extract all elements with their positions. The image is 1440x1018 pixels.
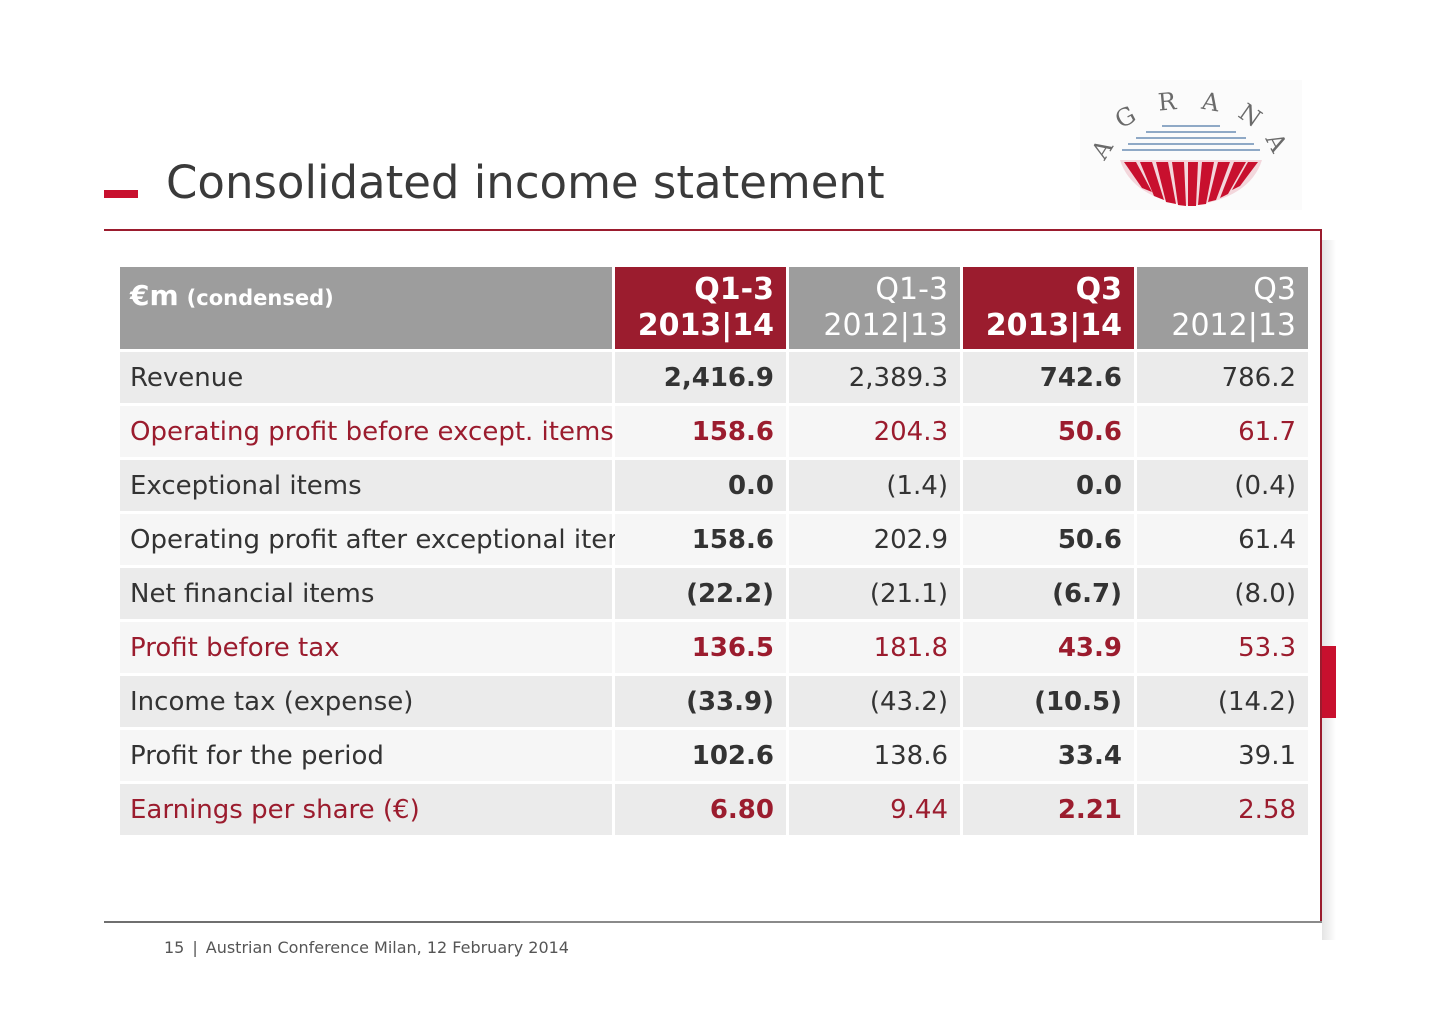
logo-letter-a1: A [1085,134,1119,165]
row-value: 138.6 [789,730,960,781]
header-col-q1-3-2013-14: Q1-3 2013|14 [615,267,786,349]
income-statement-table: €m (condensed) Q1-3 2013|14 Q1-3 2012|13… [120,267,1308,835]
title-accent-bar [104,190,138,198]
row-value: 61.7 [1137,406,1308,457]
row-value: 39.1 [1137,730,1308,781]
row-value: 33.4 [963,730,1134,781]
footer-separator: | [192,938,198,957]
footer-rule [104,921,520,923]
frame-top-border [104,229,1322,231]
footer-event: Austrian Conference Milan, 12 February 2… [205,938,569,957]
row-value: (33.9) [615,676,786,727]
header-label-main: €m [130,279,179,312]
logo-letter-a2: A [1199,87,1223,118]
row-value: (21.1) [789,568,960,619]
row-value: 9.44 [789,784,960,835]
row-value: (6.7) [963,568,1134,619]
row-value: 2.58 [1137,784,1308,835]
row-value: (43.2) [789,676,960,727]
row-value: 742.6 [963,352,1134,403]
frame-right-border [1320,229,1322,923]
header-year: 2012|13 [823,308,948,343]
logo-letter-a3: A [1259,127,1293,157]
row-value: 43.9 [963,622,1134,673]
header-period: Q1-3 [694,272,774,307]
row-label: Revenue [120,352,612,403]
row-label: Profit for the period [120,730,612,781]
row-value: 136.5 [615,622,786,673]
agrana-logo: A G R A N A [1080,80,1302,210]
header-period: Q3 [1253,272,1296,307]
header-year: 2013|14 [637,308,774,343]
frame-bottom-border [104,921,1322,923]
row-label: Operating profit after exceptional items [120,514,646,565]
row-value: (14.2) [1137,676,1308,727]
side-accent-bar [1322,646,1336,718]
page-number: 15 [164,938,185,957]
row-value: 50.6 [963,406,1134,457]
row-value: 0.0 [615,460,786,511]
logo-letter-g: G [1110,100,1140,134]
header-col-q1-3-2012-13: Q1-3 2012|13 [789,267,960,349]
frame-shadow [1322,240,1336,940]
logo-letter-r: R [1157,87,1178,117]
row-value: 204.3 [789,406,960,457]
row-value: 53.3 [1137,622,1308,673]
row-value: 6.80 [615,784,786,835]
header-year: 2012|13 [1171,308,1296,343]
row-value: (8.0) [1137,568,1308,619]
row-value: 2,416.9 [615,352,786,403]
row-value: 50.6 [963,514,1134,565]
row-value: (10.5) [963,676,1134,727]
row-value: 202.9 [789,514,960,565]
row-value: 786.2 [1137,352,1308,403]
row-value: (0.4) [1137,460,1308,511]
row-value: 181.8 [789,622,960,673]
row-label: Profit before tax [120,622,612,673]
header-label-sub: (condensed) [186,286,334,310]
row-value: (1.4) [789,460,960,511]
row-value: 158.6 [615,514,786,565]
row-value: 61.4 [1137,514,1308,565]
header-col-q3-2012-13: Q3 2012|13 [1137,267,1308,349]
header-period: Q1-3 [875,272,948,307]
row-value: 2.21 [963,784,1134,835]
row-label: Earnings per share (€) [120,784,612,835]
row-label: Operating profit before except. items [120,406,614,457]
page-title: Consolidated income statement [166,156,885,209]
logo-letter-n: N [1233,98,1266,133]
row-value: 158.6 [615,406,786,457]
header-year: 2013|14 [985,308,1122,343]
footer: 15 | Austrian Conference Milan, 12 Februar… [164,938,569,957]
header-col-q3-2013-14: Q3 2013|14 [963,267,1134,349]
row-value: 0.0 [963,460,1134,511]
row-label: Income tax (expense) [120,676,612,727]
header-label-cell: €m (condensed) [120,267,612,349]
row-value: 102.6 [615,730,786,781]
header-period: Q3 [1075,272,1122,307]
row-value: 2,389.3 [789,352,960,403]
row-value: (22.2) [615,568,786,619]
row-label: Exceptional items [120,460,612,511]
row-label: Net financial items [120,568,612,619]
